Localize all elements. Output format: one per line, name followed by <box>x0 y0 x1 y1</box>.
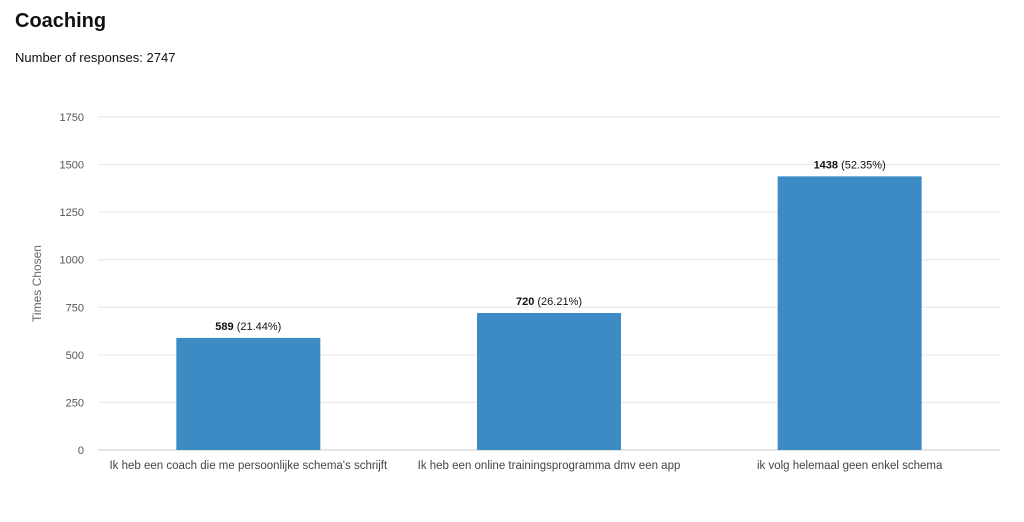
y-tick-label: 750 <box>66 302 84 314</box>
bars <box>176 176 922 450</box>
bar <box>176 337 321 450</box>
category-label: Ik heb een online trainingsprogramma dmv… <box>418 460 681 472</box>
chart-title: Coaching <box>15 10 107 32</box>
data-labels: 589 (21.44%) 720 (26.21%) 1438 (52.35%) <box>215 159 885 333</box>
y-axis-label: Times Chosen <box>30 245 44 322</box>
category-label: ik volg helemaal geen enkel schema <box>757 460 943 472</box>
category-labels: Ik heb een coach die me persoonlijke sch… <box>109 460 942 472</box>
data-label: 720 (26.21%) <box>516 296 582 308</box>
y-tick-label: 0 <box>78 445 84 457</box>
data-label: 1438 (52.35%) <box>814 159 886 171</box>
category-label: Ik heb een coach die me persoonlijke sch… <box>109 460 388 472</box>
y-tick-label: 1000 <box>60 255 84 267</box>
bar <box>777 176 922 450</box>
y-tick-label: 250 <box>66 397 84 409</box>
y-tick-label: 500 <box>66 350 84 362</box>
data-label: 589 (21.44%) <box>215 321 281 333</box>
bar <box>477 312 621 450</box>
response-count: Number of responses: 2747 <box>15 50 176 65</box>
y-tick-label: 1500 <box>60 160 84 172</box>
y-tick-label: 1250 <box>60 207 84 219</box>
y-tick-label: 1750 <box>60 112 84 124</box>
y-axis-ticks: 0 250 500 750 1000 1250 1500 1750 <box>60 112 84 457</box>
